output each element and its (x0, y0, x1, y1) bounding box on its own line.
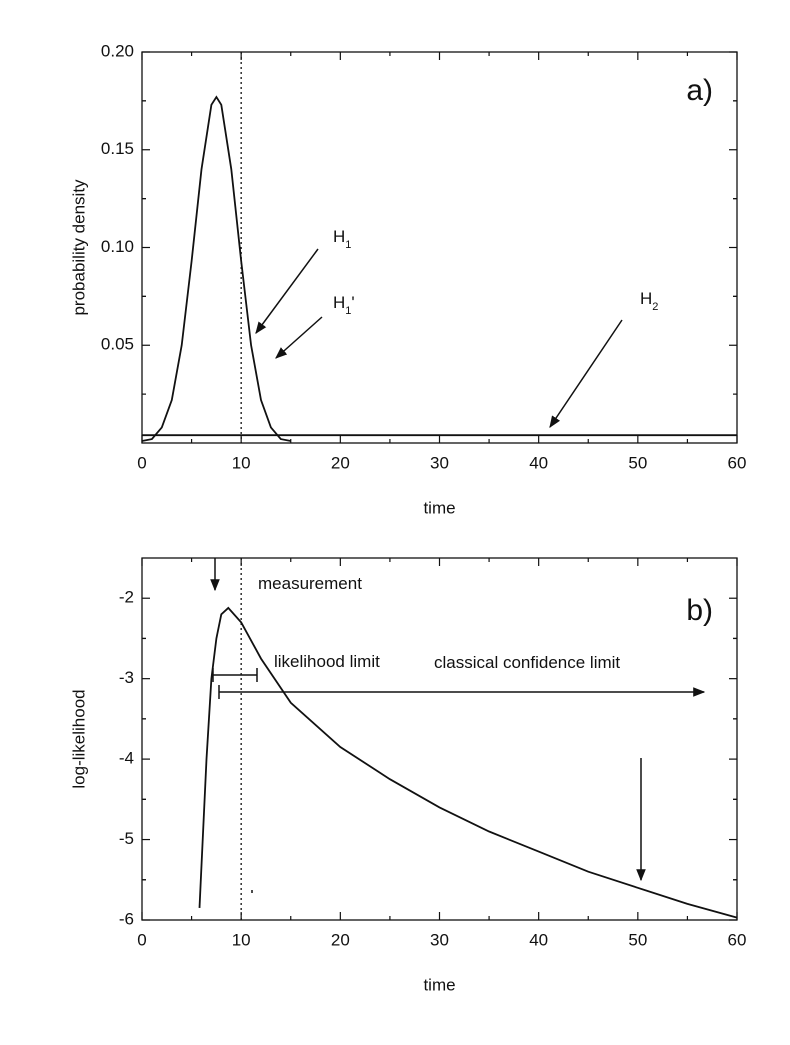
x-tick-label: 40 (529, 453, 548, 472)
x-tick-label: 0 (137, 453, 146, 472)
y-tick-label: 0.20 (101, 41, 134, 60)
annotation: classical confidence limit (434, 653, 620, 672)
annotation: H1' (333, 293, 355, 316)
y-tick-label: -2 (119, 588, 134, 607)
annotation: H1 (333, 227, 351, 250)
annotation-text: H (333, 293, 345, 312)
annotation-subscript: 2 (652, 301, 658, 313)
x-tick-label: 50 (628, 453, 647, 472)
x-tick-label: 60 (728, 453, 747, 472)
annotation: measurement (258, 574, 362, 593)
y-tick-label: 0.10 (101, 237, 134, 256)
plot-frame (141, 51, 738, 444)
y-tick-label: 0.15 (101, 139, 134, 158)
annotation-suffix: ' (351, 293, 354, 312)
x-tick-label: 10 (232, 453, 251, 472)
annotation: H2 (640, 289, 658, 312)
x-tick-label: 20 (331, 930, 350, 949)
x-axis-label: time (423, 498, 455, 517)
y-tick-label: 0.05 (101, 335, 134, 354)
annotation-text: classical confidence limit (434, 653, 620, 672)
annotation-text: measurement (258, 574, 362, 593)
annotation-arrow (255, 248, 319, 334)
annotation-arrow (549, 319, 623, 428)
y-axis-label: log-likelihood (69, 689, 88, 788)
x-axis-label: time (423, 975, 455, 994)
x-tick-label: 50 (628, 930, 647, 949)
y-axis-label: probability density (69, 179, 88, 316)
x-tick-label: 10 (232, 930, 251, 949)
panel-label: b) (686, 594, 713, 627)
y-tick-label: -3 (119, 668, 134, 687)
y-tick-label: -6 (119, 909, 134, 928)
curve (141, 95, 291, 442)
annotation: likelihood limit (274, 652, 380, 671)
annotation-subscript: 1 (345, 305, 351, 317)
curve (198, 606, 738, 919)
annotation-subscript: 1 (345, 239, 351, 251)
panel-label: a) (686, 74, 713, 107)
x-tick-label: 40 (529, 930, 548, 949)
annotation-text: H (640, 289, 652, 308)
x-tick-label: 20 (331, 453, 350, 472)
x-tick-label: 0 (137, 930, 146, 949)
annotation-text: H (333, 227, 345, 246)
x-tick-label: 60 (728, 930, 747, 949)
annotation-text: likelihood limit (274, 652, 380, 671)
annotation-arrow (275, 316, 323, 359)
x-tick-label: 30 (430, 930, 449, 949)
x-tick-label: 30 (430, 453, 449, 472)
y-tick-label: -5 (119, 829, 134, 848)
y-tick-label: -4 (119, 749, 134, 768)
